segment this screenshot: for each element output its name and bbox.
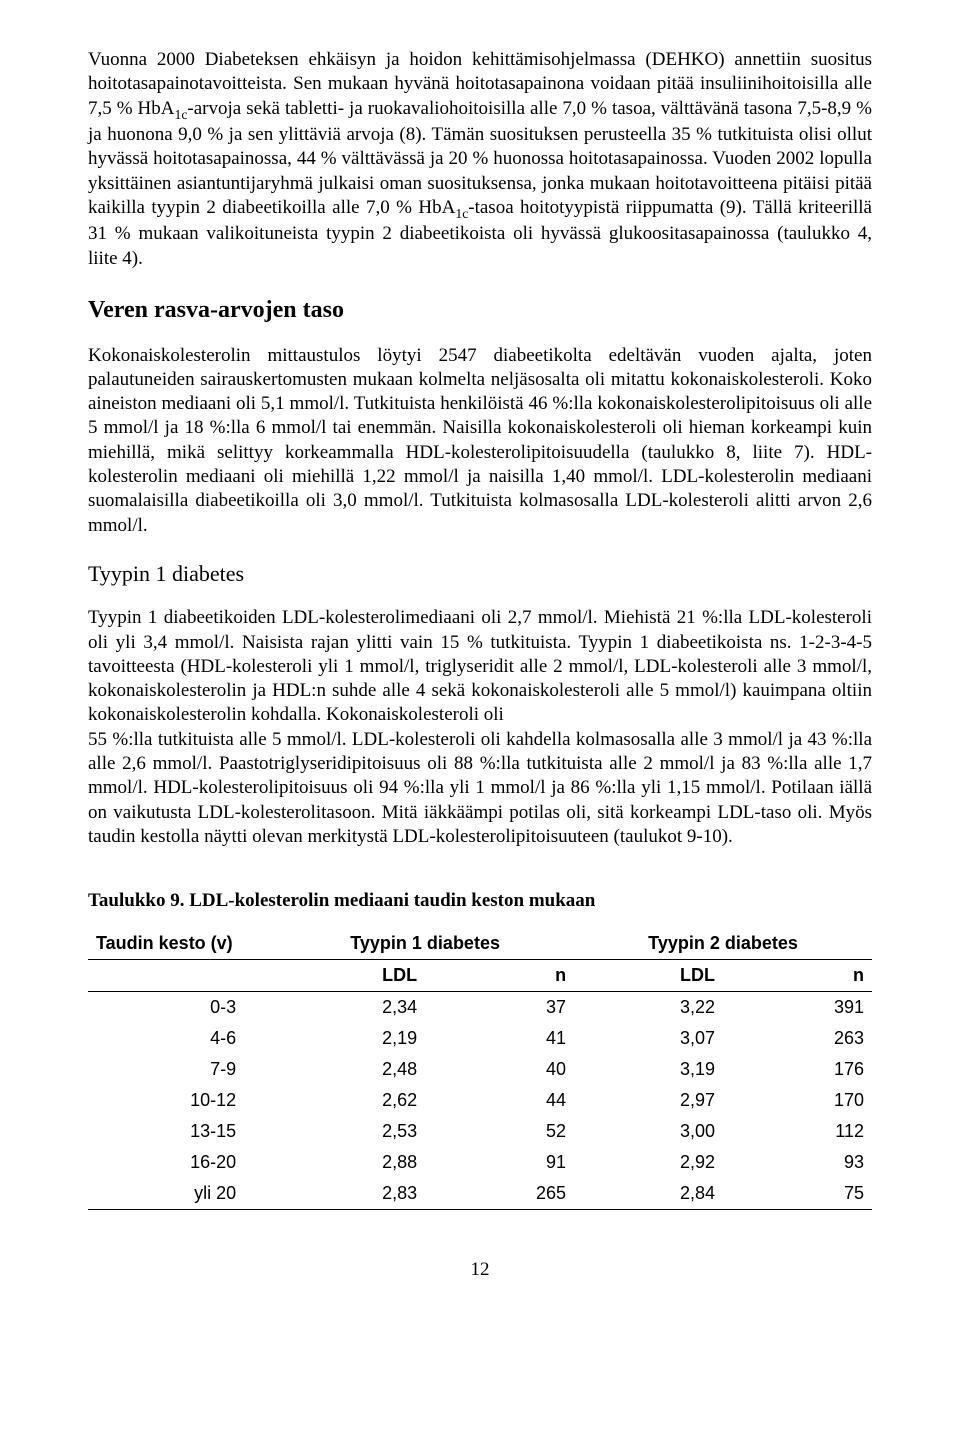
th-ldl-2: LDL [574, 959, 723, 991]
cell-ldl2: 3,19 [574, 1054, 723, 1085]
cell-ldl1: 2,53 [276, 1116, 425, 1147]
cell-n2: 75 [723, 1178, 872, 1210]
th-n-2: n [723, 959, 872, 991]
table-row: 13-15 2,53 52 3,00 112 [88, 1116, 872, 1147]
table-row: 10-12 2,62 44 2,97 170 [88, 1085, 872, 1116]
cell-duration: 7-9 [88, 1054, 276, 1085]
table-row: 0-3 2,34 37 3,22 391 [88, 991, 872, 1023]
cell-ldl2: 3,07 [574, 1023, 723, 1054]
table-header-row-1: Taudin kesto (v) Tyypin 1 diabetes Tyypi… [88, 928, 872, 960]
cell-duration: 10-12 [88, 1085, 276, 1116]
table-9: Taudin kesto (v) Tyypin 1 diabetes Tyypi… [88, 928, 872, 1210]
section-heading-veren-rasva: Veren rasva-arvojen taso [88, 295, 872, 326]
cell-ldl2: 2,84 [574, 1178, 723, 1210]
th-taudin-kesto: Taudin kesto (v) [88, 928, 276, 960]
table-header-row-2: LDL n LDL n [88, 959, 872, 991]
cell-duration: yli 20 [88, 1178, 276, 1210]
cell-ldl1: 2,34 [276, 991, 425, 1023]
cell-n2: 176 [723, 1054, 872, 1085]
th-tyypin1: Tyypin 1 diabetes [276, 928, 574, 960]
table-row: 4-6 2,19 41 3,07 263 [88, 1023, 872, 1054]
cell-n1: 44 [425, 1085, 574, 1116]
cell-duration: 4-6 [88, 1023, 276, 1054]
cell-ldl2: 3,22 [574, 991, 723, 1023]
cell-ldl1: 2,62 [276, 1085, 425, 1116]
paragraph-4: 55 %:lla tutkituista alle 5 mmol/l. LDL-… [88, 728, 872, 850]
cell-ldl2: 3,00 [574, 1116, 723, 1147]
cell-ldl2: 2,92 [574, 1147, 723, 1178]
cell-n2: 170 [723, 1085, 872, 1116]
cell-ldl1: 2,48 [276, 1054, 425, 1085]
cell-duration: 13-15 [88, 1116, 276, 1147]
th-n-1: n [425, 959, 574, 991]
th-ldl-1: LDL [276, 959, 425, 991]
paragraph-3: Tyypin 1 diabeetikoiden LDL-kolesterolim… [88, 606, 872, 728]
hba1c-sub-2: 1c [455, 206, 468, 221]
cell-duration: 0-3 [88, 991, 276, 1023]
paragraph-2: Kokonaiskolesterolin mittaustulos löytyi… [88, 344, 872, 539]
cell-ldl1: 2,88 [276, 1147, 425, 1178]
cell-n2: 93 [723, 1147, 872, 1178]
subsection-heading-tyypin1: Tyypin 1 diabetes [88, 560, 872, 588]
cell-n1: 265 [425, 1178, 574, 1210]
table-9-body: 0-3 2,34 37 3,22 391 4-6 2,19 41 3,07 26… [88, 991, 872, 1209]
hba1c-sub: 1c [175, 106, 188, 121]
cell-n1: 52 [425, 1116, 574, 1147]
th-blank [88, 959, 276, 991]
table-row: 7-9 2,48 40 3,19 176 [88, 1054, 872, 1085]
cell-n2: 263 [723, 1023, 872, 1054]
cell-ldl2: 2,97 [574, 1085, 723, 1116]
cell-n1: 91 [425, 1147, 574, 1178]
table-row: yli 20 2,83 265 2,84 75 [88, 1178, 872, 1210]
cell-duration: 16-20 [88, 1147, 276, 1178]
cell-n1: 40 [425, 1054, 574, 1085]
page-number: 12 [88, 1258, 872, 1282]
cell-n1: 37 [425, 991, 574, 1023]
cell-n2: 391 [723, 991, 872, 1023]
cell-ldl1: 2,19 [276, 1023, 425, 1054]
cell-ldl1: 2,83 [276, 1178, 425, 1210]
cell-n2: 112 [723, 1116, 872, 1147]
table-9-title: Taulukko 9. LDL-kolesterolin mediaani ta… [88, 889, 872, 913]
th-tyypin2: Tyypin 2 diabetes [574, 928, 872, 960]
cell-n1: 41 [425, 1023, 574, 1054]
table-row: 16-20 2,88 91 2,92 93 [88, 1147, 872, 1178]
paragraph-1: Vuonna 2000 Diabeteksen ehkäisyn ja hoid… [88, 48, 872, 271]
